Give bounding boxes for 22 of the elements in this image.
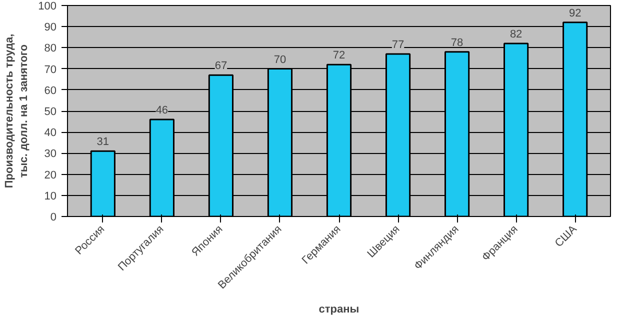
y-tick-label: 40 [44, 127, 57, 140]
y-tick-label: 20 [44, 169, 57, 182]
data-label: 67 [214, 60, 228, 72]
y-tick-label: 90 [44, 22, 57, 34]
data-label: 70 [274, 54, 286, 66]
y-tick-label: 100 [38, 0, 57, 12]
y-tick-label: 60 [44, 84, 57, 97]
data-label: 77 [392, 39, 404, 52]
x-axis-title: страны [318, 304, 360, 316]
data-label: 92 [568, 7, 582, 20]
data-label: 72 [332, 50, 346, 62]
y-tick-label: 70 [44, 64, 57, 76]
y-tick-label: 30 [44, 148, 57, 160]
y-tick-label: 10 [44, 190, 57, 202]
data-label: 46 [156, 104, 168, 116]
y-tick-label: 0 [50, 212, 57, 224]
y-axis-title: Производительность труда, тыс. долл. на 1 занятого [4, 34, 30, 188]
y-tick-label: 80 [44, 42, 57, 55]
data-label: 78 [450, 36, 464, 49]
y-tick-label: 50 [44, 106, 57, 118]
data-label: 82 [510, 28, 522, 40]
data-label: 31 [96, 136, 110, 148]
